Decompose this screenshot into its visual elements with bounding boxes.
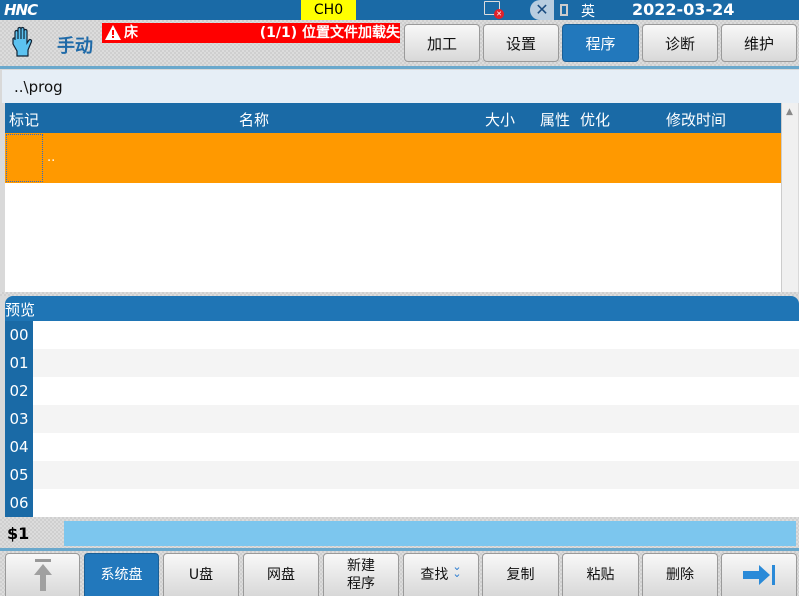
tab-settings[interactable]: 设置 <box>483 24 559 62</box>
system-disk-button[interactable]: 系统盘 <box>84 553 159 596</box>
tab-program[interactable]: 程序 <box>562 24 639 62</box>
network-error-icon: ✕ <box>494 9 504 19</box>
line-number: 02 <box>5 377 33 405</box>
arrow-right-end-icon <box>743 565 775 585</box>
paste-button[interactable]: 粘贴 <box>562 553 639 596</box>
preview-line: 00 <box>5 321 799 349</box>
tab-machining[interactable]: 加工 <box>404 24 480 62</box>
close-icon[interactable]: ✕ <box>530 0 554 20</box>
warning-icon <box>105 25 121 40</box>
alarm-label: 床 <box>124 25 138 41</box>
column-mark[interactable]: 标记 <box>9 111 40 129</box>
delete-button[interactable]: 删除 <box>642 553 718 596</box>
channel-indicator[interactable]: CH0 <box>301 0 356 20</box>
row-name: .. <box>47 150 56 165</box>
table-row[interactable] <box>5 133 781 183</box>
column-optimize[interactable]: 优化 <box>580 111 611 129</box>
new-program-button[interactable]: 新建 程序 <box>323 553 399 596</box>
logo: HNC <box>4 1 38 19</box>
divider <box>0 548 799 551</box>
splitter <box>0 292 799 296</box>
preview-line: 02 <box>5 377 799 405</box>
column-modified-time[interactable]: 修改时间 <box>666 111 727 129</box>
preview-line: 03 <box>5 405 799 433</box>
usb-disk-button[interactable]: U盘 <box>163 553 239 596</box>
line-number: 00 <box>5 321 33 349</box>
preview-title: 预览 <box>5 296 799 321</box>
line-number: 05 <box>5 461 33 489</box>
column-attribute[interactable]: 属性 <box>540 111 571 129</box>
file-table-body <box>5 183 781 292</box>
column-size[interactable]: 大小 <box>485 111 516 129</box>
column-name[interactable]: 名称 <box>239 111 270 129</box>
arrow-up-icon <box>33 559 52 591</box>
search-button[interactable]: 查找 ⌄ ⌄ <box>403 553 479 596</box>
input-method[interactable]: 英 <box>581 4 595 20</box>
file-table-header: 标记 名称 大小 属性 优化 修改时间 <box>5 103 781 133</box>
preview-line: 05 <box>5 461 799 489</box>
preview-line: 06 <box>5 489 799 517</box>
preview-line: 01 <box>5 349 799 377</box>
search-label: 查找 <box>420 567 449 583</box>
tab-maintenance[interactable]: 维护 <box>721 24 797 62</box>
alarm-message: (1/1) 位置文件加载失 <box>259 25 400 41</box>
line-number: 06 <box>5 489 33 517</box>
double-chevron-down-icon: ⌄ ⌄ <box>452 560 462 580</box>
scrollbar[interactable]: ▲ <box>781 103 798 292</box>
line-number: 04 <box>5 433 33 461</box>
keyboard-icon <box>560 4 568 16</box>
row-mark-cell[interactable] <box>6 134 43 182</box>
line-number: 03 <box>5 405 33 433</box>
scroll-up-icon[interactable]: ▲ <box>786 107 793 117</box>
mode-label: 手动 <box>57 36 93 57</box>
copy-button[interactable]: 复制 <box>482 553 559 596</box>
command-input[interactable] <box>64 521 796 546</box>
preview-line: 04 <box>5 433 799 461</box>
parent-dir-button[interactable] <box>5 553 80 596</box>
hand-icon <box>12 26 33 57</box>
alarm-bar[interactable]: 床 (1/1) 位置文件加载失 <box>102 23 400 43</box>
current-path: ..\prog <box>2 70 799 103</box>
network-icon <box>484 1 500 15</box>
network-disk-button[interactable]: 网盘 <box>243 553 319 596</box>
command-label: $1 <box>7 524 30 543</box>
status-bar <box>0 0 799 20</box>
divider <box>0 66 799 69</box>
tab-diagnosis[interactable]: 诊断 <box>642 24 718 62</box>
next-page-button[interactable] <box>721 553 797 596</box>
line-number: 01 <box>5 349 33 377</box>
